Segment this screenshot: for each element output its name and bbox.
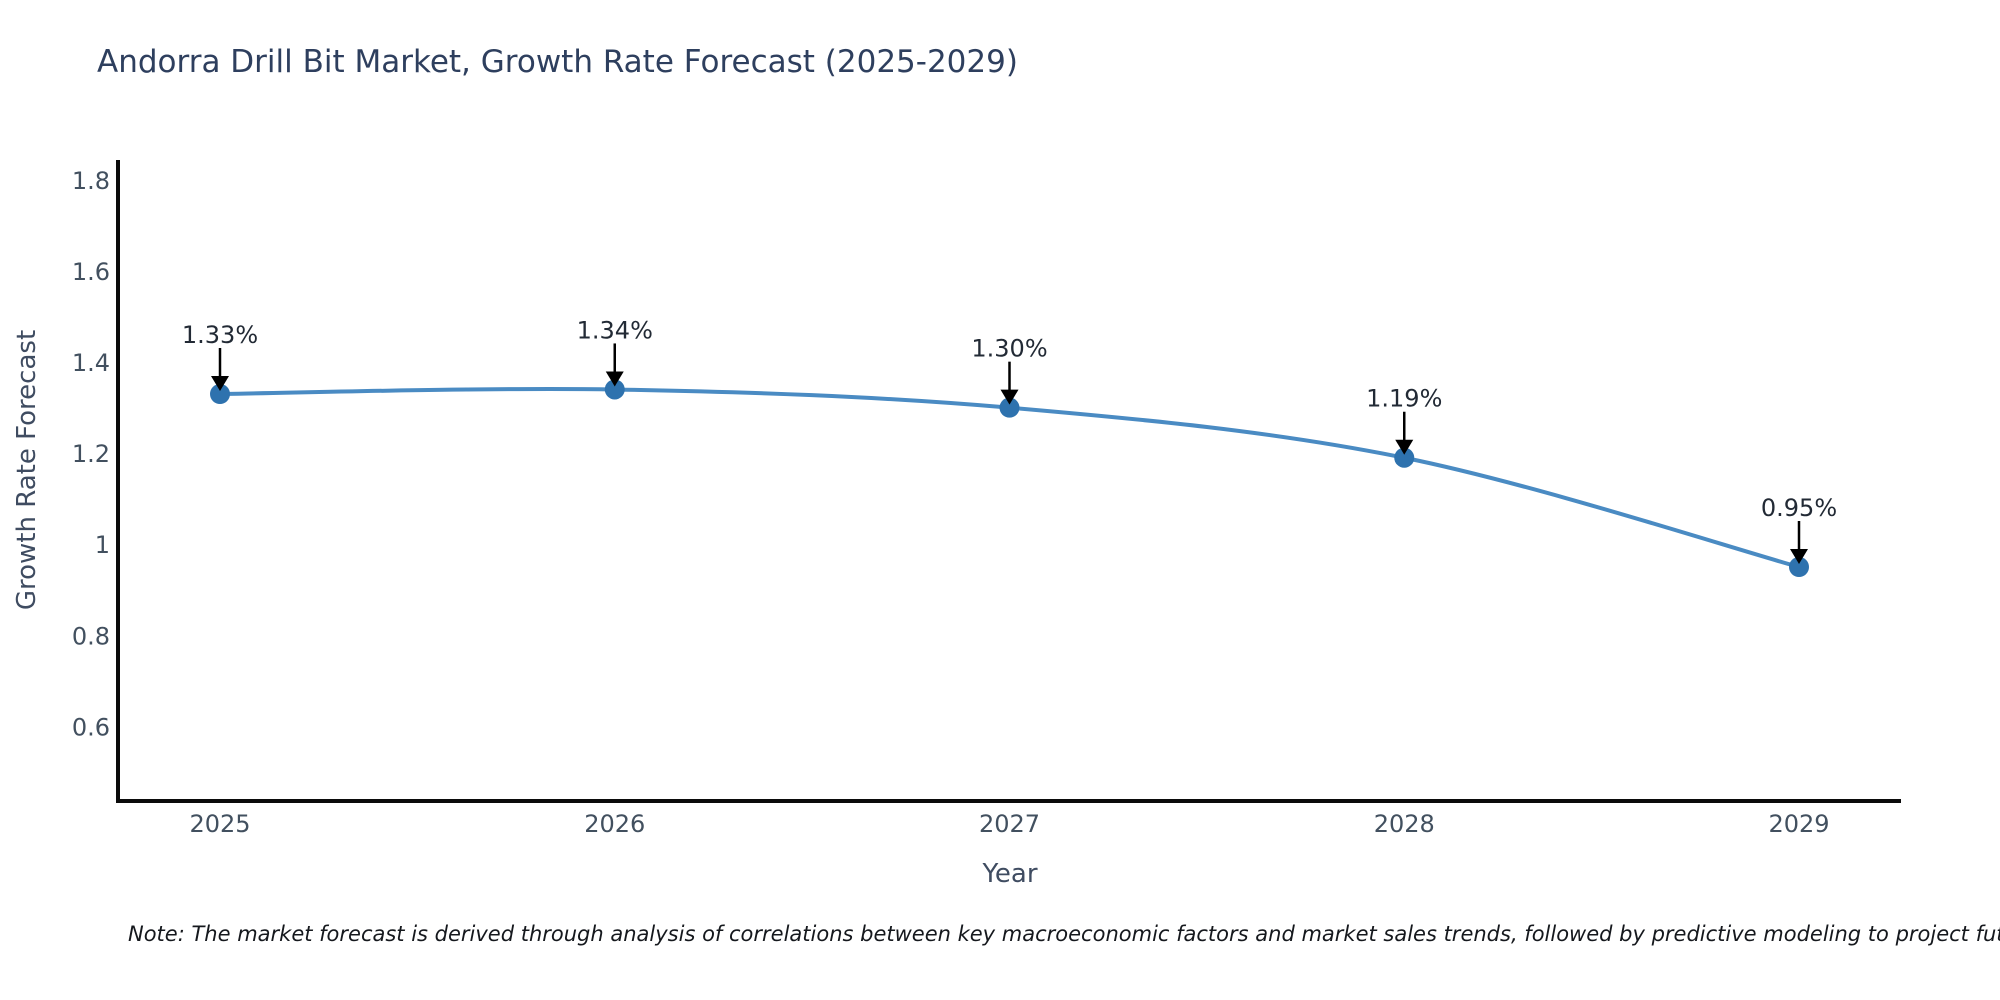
point-value-label: 0.95% [1761, 494, 1837, 522]
x-axis-title: Year [982, 859, 1038, 889]
y-tick-label: 1.4 [72, 349, 110, 377]
x-tick-label: 2026 [584, 810, 645, 838]
point-value-label: 1.30% [971, 335, 1047, 363]
data-point-marker [604, 379, 625, 400]
point-value-label: 1.34% [577, 316, 653, 344]
footnote: Note: The market forecast is derived thr… [128, 922, 2000, 946]
y-tick-label: 1.8 [72, 167, 110, 195]
data-point-marker [210, 384, 230, 405]
y-axis-title: Growth Rate Forecast [12, 329, 42, 611]
data-point-marker [1789, 556, 1809, 577]
annotation-arrow-head [1000, 389, 1019, 405]
y-tick-label: 1.2 [72, 440, 110, 468]
annotation-arrow-head [1395, 439, 1414, 455]
annotation-arrow-head [211, 376, 229, 392]
x-tick-label: 2029 [1768, 810, 1829, 838]
x-tick-label: 2025 [189, 810, 250, 838]
axis-lines [116, 160, 1901, 803]
annotation-arrow-head [1790, 548, 1808, 564]
annotation-arrow-head [605, 371, 624, 387]
point-value-label: 1.33% [182, 321, 258, 349]
y-tick-label: 1.6 [72, 258, 110, 286]
chart-title: Andorra Drill Bit Market, Growth Rate Fo… [97, 44, 1018, 80]
data-point-marker [999, 397, 1020, 418]
y-tick-label: 1 [95, 531, 110, 559]
point-value-label: 1.19% [1366, 385, 1442, 413]
y-tick-label: 0.8 [72, 622, 110, 650]
y-tick-label: 0.6 [72, 713, 110, 741]
x-tick-label: 2027 [979, 810, 1040, 838]
data-point-marker [1394, 447, 1415, 468]
x-tick-label: 2028 [1374, 810, 1435, 838]
